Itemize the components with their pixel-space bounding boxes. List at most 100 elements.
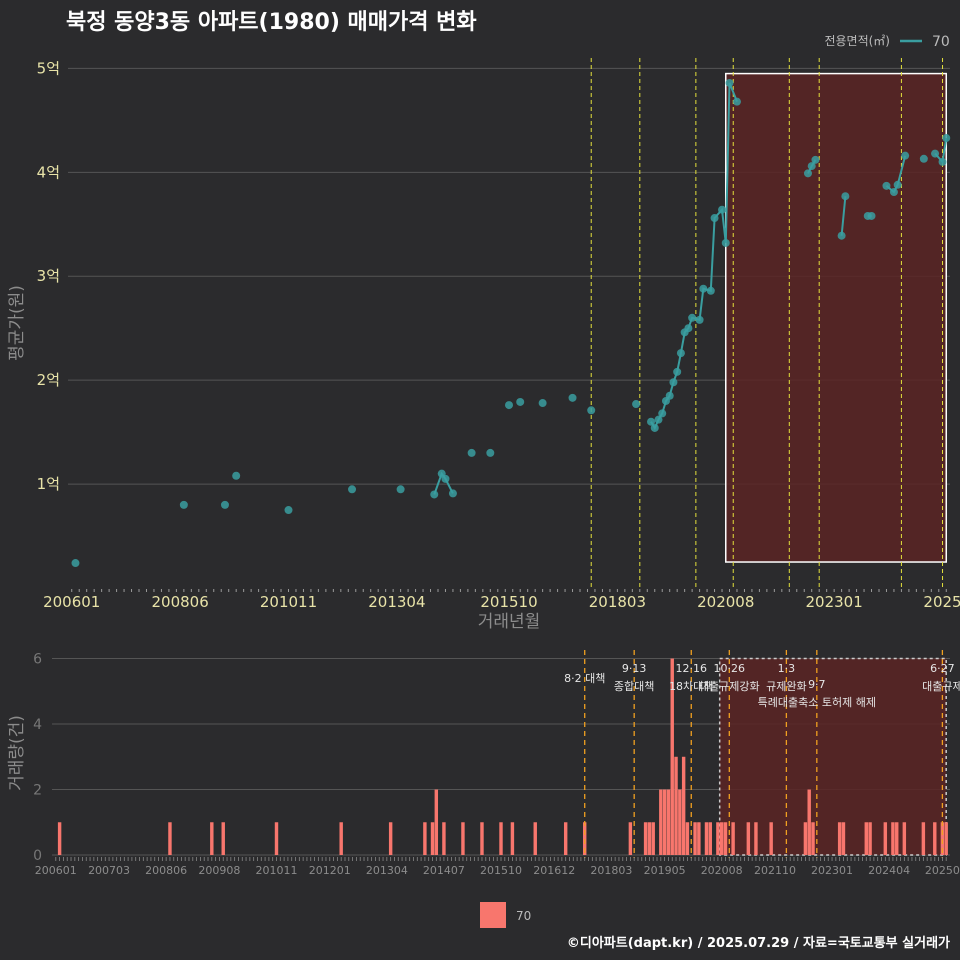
price-point <box>467 448 476 457</box>
price-point <box>220 500 229 509</box>
volume-bar <box>746 822 751 855</box>
price-point <box>658 409 667 418</box>
price-point <box>718 205 727 214</box>
bar-x-tick-label: 202301 <box>811 864 853 877</box>
x-tick-label: 201803 <box>589 593 646 611</box>
volume-bar <box>666 789 671 855</box>
price-point <box>725 78 734 87</box>
volume-bar <box>731 822 735 855</box>
price-point <box>179 500 188 509</box>
price-point <box>396 485 405 494</box>
bar-x-tick-label: 201803 <box>590 864 632 877</box>
price-point <box>893 180 902 189</box>
price-point <box>647 417 656 426</box>
legend-item-label: 70 <box>932 34 950 50</box>
price-point <box>71 559 80 568</box>
bar-x-tick-label: 202008 <box>701 864 743 877</box>
price-point <box>931 149 940 158</box>
x-tick-label: 202301 <box>806 593 863 611</box>
volume-bar <box>442 822 446 855</box>
price-point <box>232 471 241 480</box>
price-point <box>654 415 663 424</box>
price-point <box>348 485 357 494</box>
bar-y-tick-label: 0 <box>33 848 42 864</box>
price-point <box>441 474 450 483</box>
bar-x-tick-label: 20250 <box>925 864 960 877</box>
price-point <box>807 162 816 171</box>
volume-bar <box>681 756 686 855</box>
volume-bar <box>430 822 435 855</box>
volume-bar <box>563 822 568 855</box>
event-label-detail: 18차대책 <box>669 680 713 693</box>
volume-bar <box>807 789 811 855</box>
volume-bar <box>841 822 846 855</box>
y-tick-label: 4억 <box>37 163 60 181</box>
x-tick-label: 201304 <box>368 593 425 611</box>
legend-title: 전용면적(㎡) <box>824 34 890 48</box>
price-point <box>284 506 293 515</box>
source-caption: ©디아파트(dapt.kr) / 2025.07.29 / 자료=국토교통부 실… <box>567 935 950 951</box>
top-legend: 전용면적(㎡) 70 <box>824 34 949 50</box>
volume-bar <box>533 822 537 855</box>
legend-bar-swatch <box>480 902 506 928</box>
price-point <box>710 214 719 223</box>
volume-bar <box>868 822 872 855</box>
bar-y-tick-label: 4 <box>33 717 42 733</box>
y-tick-label: 2억 <box>37 371 60 389</box>
volume-bar <box>944 822 948 855</box>
price-point <box>486 448 495 457</box>
event-label-detail: 규제완화 <box>766 680 806 693</box>
volume-bar <box>662 789 667 855</box>
bar-x-tick-label: 200703 <box>88 864 130 877</box>
volume-bar <box>719 822 724 855</box>
price-point <box>699 284 708 293</box>
volume-bar <box>685 822 690 855</box>
bar-x-tick-label: 201510 <box>480 864 522 877</box>
event-label: 6·27 <box>930 662 955 675</box>
price-point <box>568 393 577 402</box>
price-point <box>695 315 704 324</box>
volume-bar <box>221 822 225 855</box>
volume-bar <box>921 822 926 855</box>
volume-bar <box>895 822 899 855</box>
volume-bar <box>659 789 663 855</box>
volume-bar <box>803 822 808 855</box>
volume-bar <box>499 822 503 855</box>
price-point <box>919 154 928 163</box>
bar-y-tick-label: 6 <box>33 652 42 668</box>
price-point <box>889 188 898 197</box>
highlight-box <box>725 72 948 563</box>
price-point <box>867 211 876 220</box>
bar-x-tick-label: 201304 <box>366 864 408 877</box>
price-point <box>721 238 730 247</box>
volume-bar <box>902 822 907 855</box>
event-label-detail: 대출규제강화 <box>699 680 760 693</box>
bar-x-tick-label: 200601 <box>35 864 77 877</box>
price-point <box>803 169 812 178</box>
bar-x-tick-label: 200806 <box>145 864 187 877</box>
bottom-legend: 70 <box>480 902 531 928</box>
volume-bar <box>168 822 172 855</box>
x-axis-title: 거래년월 <box>478 612 541 632</box>
volume-bar <box>883 822 888 855</box>
price-point <box>841 192 850 201</box>
x-tick-label: 2025 <box>923 593 960 611</box>
chart-title: 북정 동양3동 아파트(1980) 매매가격 변화 <box>66 10 477 35</box>
x-tick-label: 202008 <box>697 593 754 611</box>
event-label: 10·26 <box>714 662 746 675</box>
price-point <box>706 286 715 295</box>
volume-bar <box>480 822 484 855</box>
price-point <box>684 324 693 333</box>
price-point <box>901 151 910 160</box>
price-point <box>448 489 457 498</box>
price-point <box>732 97 741 106</box>
volume-bar <box>647 822 652 855</box>
volume-bar <box>891 822 895 855</box>
event-label: 9·13 <box>622 662 647 675</box>
event-label-detail: 대출규제 <box>922 680 960 693</box>
bar-x-tick-label: 201201 <box>309 864 351 877</box>
volume-bar <box>697 822 701 855</box>
legend-bottom-item: 70 <box>516 909 531 923</box>
volume-bar <box>651 822 655 855</box>
price-point <box>505 401 513 410</box>
